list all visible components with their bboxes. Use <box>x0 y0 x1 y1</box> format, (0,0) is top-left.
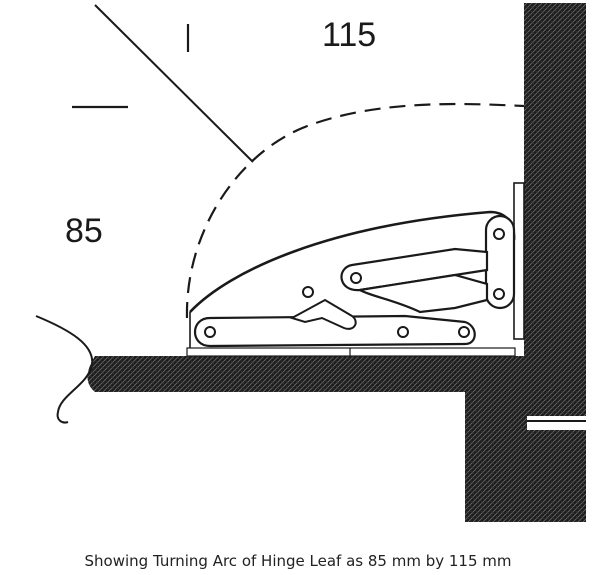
pivot-right <box>458 326 470 338</box>
cabinet-bottom-panel <box>527 430 586 522</box>
pivot-middle <box>397 326 409 338</box>
middle-link <box>356 273 489 314</box>
leader-line <box>94 4 254 163</box>
pivot-lower <box>493 288 505 300</box>
pivot-upper-link <box>350 272 362 284</box>
dimension-label-top: 115 <box>322 16 376 54</box>
door-return <box>465 360 527 522</box>
figure-caption: Showing Turning Arc of Hinge Leaf as 85 … <box>84 552 512 570</box>
cam-piece <box>289 298 357 330</box>
turning-arc <box>185 102 525 319</box>
cabinet-side-panel <box>524 3 586 416</box>
pivot-left <box>204 326 216 338</box>
hinge-cup-plate <box>186 347 516 357</box>
door-slab <box>95 356 525 392</box>
lower-link <box>194 314 476 348</box>
pivot-upper <box>493 228 505 240</box>
break-line <box>35 315 94 424</box>
hinge-mounting-plate <box>513 182 525 340</box>
upper-link <box>340 247 489 292</box>
pivot-cam <box>302 286 314 298</box>
dimension-label-left: 85 <box>65 212 103 250</box>
